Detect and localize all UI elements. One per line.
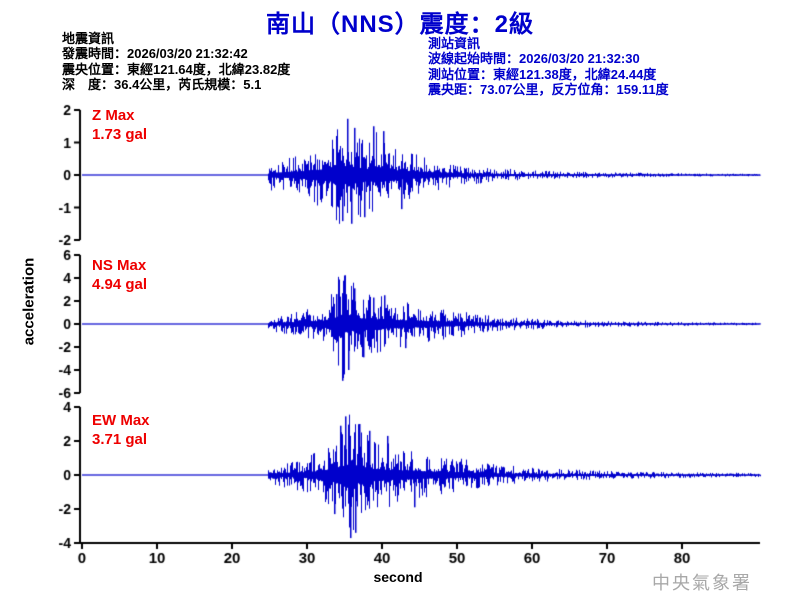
ns-max-label: NS Max 4.94 gal — [92, 256, 147, 294]
page-title: 南山（NNS）震度：2級 — [265, 11, 535, 38]
epicentral-distance-line: 震央距：73.07公里，反方位角：159.11度 — [428, 81, 669, 97]
station-info-heading: 測站資訊 — [428, 36, 481, 51]
station-info-block: 測站資訊 波線起始時間：2026/03/20 21:32:30 測站位置：東經1… — [428, 36, 669, 97]
ew-max-name: EW Max — [92, 412, 150, 429]
z-max-label: Z Max 1.73 gal — [92, 106, 147, 144]
wave-start-time-line: 波線起始時間：2026/03/20 21:32:30 — [428, 51, 640, 67]
station-location-line: 測站位置：東經121.38度，北緯24.44度 — [428, 66, 657, 82]
ns-max-name: NS Max — [92, 257, 147, 274]
z-max-value: 1.73 gal — [92, 126, 148, 143]
z-max-name: Z Max — [92, 107, 135, 124]
earthquake-info-block: 地震資訊 發震時間：2026/03/20 21:32:42 震央位置：東經121… — [62, 31, 290, 92]
depth-magnitude-line: 深 度：36.4公里，芮氏規模：5.1 — [62, 76, 262, 92]
ew-max-value: 3.71 gal — [92, 431, 148, 448]
agency-watermark: 中央氣象署 — [652, 573, 752, 594]
x-axis-label: second — [373, 569, 423, 585]
ew-max-label: EW Max 3.71 gal — [92, 411, 150, 449]
earthquake-info-heading: 地震資訊 — [62, 31, 115, 46]
epicenter-location-line: 震央位置：東經121.64度，北緯23.82度 — [62, 61, 291, 77]
ns-max-value: 4.94 gal — [92, 276, 148, 293]
origin-time-line: 發震時間：2026/03/20 21:32:42 — [62, 46, 248, 62]
y-axis-label: acceleration — [20, 257, 38, 346]
